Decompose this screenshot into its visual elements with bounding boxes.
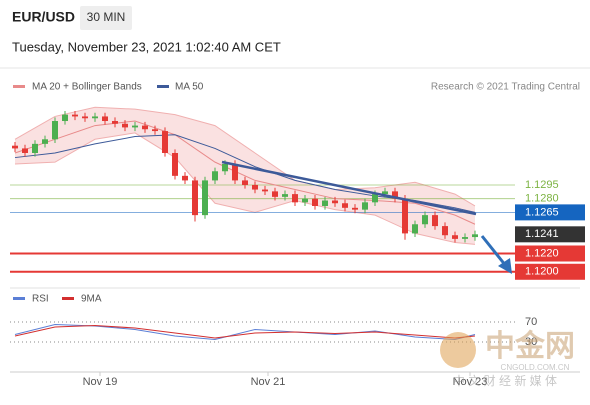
x-tick-label: Nov 21	[251, 376, 286, 388]
candle-body	[222, 163, 228, 172]
watermark: 中金网 CNGOLD.COM.CN 中 文 财 经 新 媒 体	[440, 329, 575, 388]
level-label: 1.1265	[525, 206, 559, 218]
candle-body	[322, 200, 328, 206]
candle-body	[42, 139, 48, 144]
legend-label: RSI	[32, 294, 49, 305]
legend-label: MA 50	[175, 82, 204, 93]
candle-body	[52, 121, 58, 140]
candle-body	[332, 200, 338, 204]
candle-body	[12, 145, 18, 149]
level-label: 1.1241	[525, 228, 559, 240]
candle-body	[452, 235, 458, 239]
level-label: 1.1200	[525, 266, 559, 278]
candle-body	[202, 180, 208, 216]
arrow-shaft	[480, 235, 508, 267]
candle-body	[412, 224, 418, 234]
timeframe-box	[80, 6, 132, 30]
candle-body	[292, 194, 298, 203]
candle-body	[362, 202, 368, 210]
candle-body	[312, 198, 318, 206]
subtitle: Tuesday, November 23, 2021 1:02:40 AM CE…	[12, 39, 281, 54]
candle-body	[172, 152, 178, 176]
legend-swatch	[157, 85, 169, 88]
candle-body	[32, 143, 38, 153]
level-label: 1.1295	[525, 179, 559, 191]
trendline	[221, 160, 477, 216]
band-edge	[14, 106, 476, 207]
candle-body	[132, 125, 138, 128]
candle-body	[442, 226, 448, 236]
watermark-name: 中金网	[485, 329, 575, 363]
candle-body	[342, 203, 348, 208]
candle-body	[192, 180, 198, 216]
watermark-tagline: 中 文 财 经 新 媒 体	[453, 373, 557, 388]
candle-body	[22, 148, 28, 153]
legend-swatch	[62, 297, 74, 300]
rsi-line	[14, 324, 476, 339]
moving-average	[14, 120, 476, 225]
legend-swatch	[13, 297, 25, 300]
candle-body	[232, 163, 238, 181]
x-tick-label: Nov 19	[83, 376, 118, 388]
level-label: 1.1280	[525, 193, 559, 205]
candle-body	[422, 215, 428, 225]
candle-body	[352, 207, 358, 210]
level-box	[515, 245, 585, 262]
candle-body	[302, 198, 308, 203]
source: Research © 2021 Trading Central	[431, 82, 580, 93]
candle-body	[162, 131, 168, 153]
level-box	[515, 226, 585, 243]
candle-body	[402, 198, 408, 234]
candle-body	[242, 180, 248, 185]
candle-body	[392, 191, 398, 199]
candle-body	[272, 191, 278, 197]
candle-body	[152, 129, 158, 132]
candle-body	[432, 215, 438, 227]
candle-body	[462, 237, 468, 239]
arrow-head	[498, 258, 512, 274]
candle-body	[72, 114, 78, 117]
candle-body	[182, 175, 188, 181]
candle-body	[262, 189, 268, 192]
candle-body	[282, 194, 288, 197]
watermark-site: CNGOLD.COM.CN	[501, 363, 570, 372]
candle-body	[82, 116, 88, 119]
candle-body	[112, 121, 118, 124]
legend-label: 9MA	[81, 294, 102, 305]
watermark-logo	[440, 332, 476, 368]
candle-body	[372, 194, 378, 203]
candle-body	[142, 125, 148, 130]
level-box	[515, 263, 585, 280]
rsi-tick-label: 30	[525, 336, 537, 348]
x-tick-label: Nov 23	[453, 376, 488, 388]
candle-body	[62, 114, 68, 122]
candle-body	[252, 184, 258, 190]
candle-body	[472, 234, 478, 238]
rsi-tick-label: 70	[525, 316, 537, 328]
legend-swatch	[13, 85, 25, 88]
candle-body	[102, 116, 108, 122]
candle-body	[122, 123, 128, 128]
level-label: 1.1220	[525, 247, 559, 259]
candle-body	[382, 191, 388, 195]
candle-body	[212, 171, 218, 181]
timeframe: 30 MIN	[87, 10, 126, 24]
candle-body	[92, 116, 98, 119]
level-box	[515, 204, 585, 221]
legend-label: MA 20 + Bollinger Bands	[32, 82, 142, 93]
symbol: EUR/USD	[12, 9, 75, 25]
